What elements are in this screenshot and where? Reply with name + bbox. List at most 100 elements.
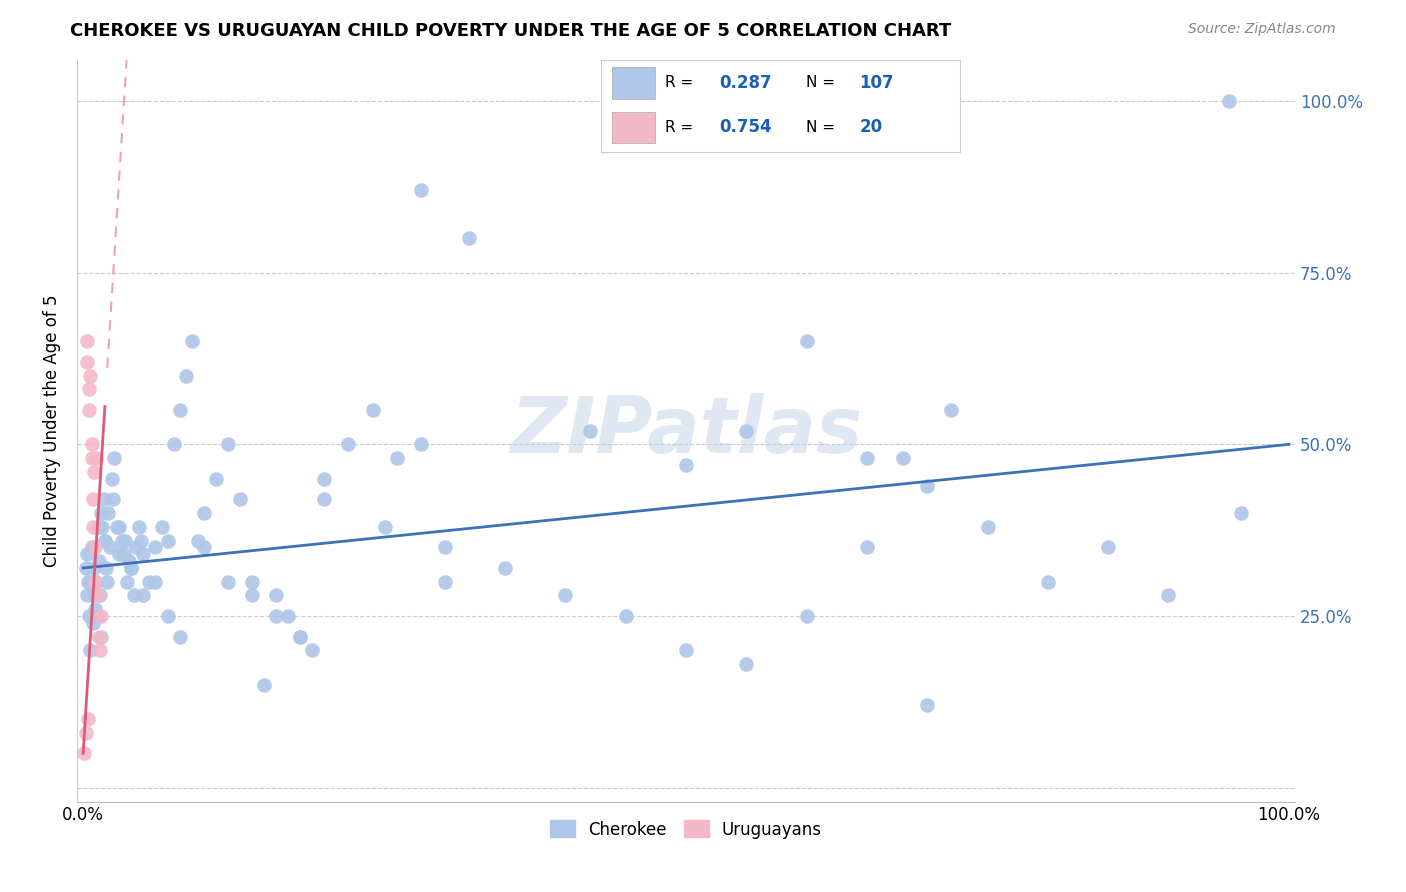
Point xyxy=(385,451,408,466)
Point xyxy=(120,561,142,575)
Point xyxy=(675,643,697,657)
Point xyxy=(240,574,263,589)
Point xyxy=(76,589,98,603)
Point xyxy=(108,547,131,561)
Point xyxy=(80,437,103,451)
Point xyxy=(82,492,104,507)
Point xyxy=(614,609,637,624)
Point xyxy=(976,520,998,534)
Point xyxy=(240,589,263,603)
Point xyxy=(856,451,879,466)
Y-axis label: Child Poverty Under the Age of 5: Child Poverty Under the Age of 5 xyxy=(44,294,60,566)
Point xyxy=(193,541,215,555)
Point xyxy=(915,478,938,492)
Point xyxy=(314,492,336,507)
Point xyxy=(86,589,108,603)
Point xyxy=(301,643,323,657)
Point xyxy=(145,541,167,555)
Point xyxy=(735,657,758,672)
Point xyxy=(253,678,276,692)
Point xyxy=(128,520,150,534)
Point xyxy=(83,465,105,479)
Point xyxy=(76,355,98,369)
Point xyxy=(108,520,131,534)
Point xyxy=(915,698,938,713)
Point xyxy=(75,726,97,740)
Point xyxy=(1097,541,1119,555)
Point xyxy=(87,630,110,644)
Point xyxy=(1036,574,1059,589)
Point xyxy=(89,589,111,603)
Point xyxy=(105,520,128,534)
Point xyxy=(90,506,112,520)
Point xyxy=(86,451,108,466)
Point xyxy=(217,574,239,589)
Point xyxy=(112,547,135,561)
Point xyxy=(94,561,117,575)
Point xyxy=(941,403,963,417)
Point xyxy=(180,334,202,349)
Text: Source: ZipAtlas.com: Source: ZipAtlas.com xyxy=(1188,22,1336,37)
Point xyxy=(314,472,336,486)
Point xyxy=(374,520,396,534)
Point xyxy=(82,615,104,630)
Point xyxy=(76,547,98,561)
Point xyxy=(76,334,98,349)
Point xyxy=(91,520,114,534)
Point xyxy=(103,451,125,466)
Point xyxy=(735,424,758,438)
Point xyxy=(111,533,134,548)
Point xyxy=(84,602,107,616)
Point xyxy=(86,574,108,589)
Point xyxy=(150,520,173,534)
Point xyxy=(90,609,112,624)
Point xyxy=(89,643,111,657)
Point xyxy=(856,541,879,555)
Point xyxy=(288,630,311,644)
Point xyxy=(337,437,360,451)
Point xyxy=(84,541,107,555)
Point xyxy=(73,747,96,761)
Point xyxy=(79,643,101,657)
Point xyxy=(118,554,141,568)
Point xyxy=(204,472,226,486)
Text: ZIPatlas: ZIPatlas xyxy=(510,392,862,468)
Point xyxy=(103,492,125,507)
Point xyxy=(433,541,456,555)
Point xyxy=(80,541,103,555)
Point xyxy=(87,554,110,568)
Point xyxy=(90,630,112,644)
Point xyxy=(77,712,100,726)
Point xyxy=(156,609,179,624)
Point xyxy=(169,403,191,417)
Point xyxy=(97,506,120,520)
Point xyxy=(174,368,197,383)
Legend: Cherokee, Uruguayans: Cherokee, Uruguayans xyxy=(544,814,828,846)
Text: CHEROKEE VS URUGUAYAN CHILD POVERTY UNDER THE AGE OF 5 CORRELATION CHART: CHEROKEE VS URUGUAYAN CHILD POVERTY UNDE… xyxy=(70,22,952,40)
Point xyxy=(101,472,124,486)
Point xyxy=(77,403,100,417)
Point xyxy=(891,451,914,466)
Point xyxy=(83,589,105,603)
Point xyxy=(264,609,287,624)
Point xyxy=(94,533,117,548)
Point xyxy=(98,541,121,555)
Point xyxy=(79,368,101,383)
Point xyxy=(156,533,179,548)
Point xyxy=(77,383,100,397)
Point xyxy=(77,574,100,589)
Point xyxy=(554,589,576,603)
Point xyxy=(122,589,145,603)
Point xyxy=(796,334,818,349)
Point xyxy=(77,574,100,589)
Point xyxy=(193,506,215,520)
Point xyxy=(578,424,600,438)
Point xyxy=(115,574,138,589)
Point xyxy=(120,561,142,575)
Point xyxy=(138,574,160,589)
Point xyxy=(162,437,184,451)
Point xyxy=(1157,589,1180,603)
Point xyxy=(80,574,103,589)
Point xyxy=(1229,506,1251,520)
Point xyxy=(86,520,108,534)
